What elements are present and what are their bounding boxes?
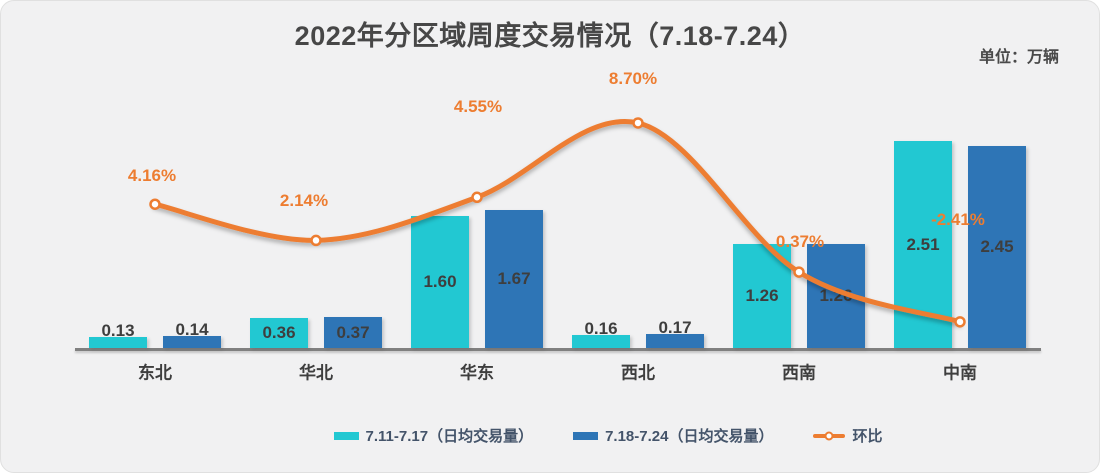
bar-series1-东北: [89, 337, 147, 348]
bar-series2-东北: [163, 336, 221, 348]
bar-value-label: 0.37: [336, 322, 370, 342]
chart-title: 2022年分区域周度交易情况（7.18-7.24）: [294, 21, 806, 51]
bar-value-label: 0.36: [262, 323, 296, 342]
legend-color-swatch-icon: [333, 431, 359, 440]
bar-series2-中南: [968, 146, 1026, 348]
bar-value-label: 0.17: [658, 318, 692, 337]
bar-value-label: 0.13: [101, 321, 135, 340]
x-axis-category-label: 华东: [460, 363, 494, 383]
line-point-label: 0.37%: [775, 232, 825, 252]
line-point-label: 4.55%: [453, 97, 503, 117]
line-point-label: 2.14%: [279, 191, 329, 211]
legend-item-line: 环比: [813, 425, 882, 446]
legend-line-marker-icon: [813, 431, 846, 440]
legend-item-series2: 7.18-7.24（日均交易量）: [573, 425, 773, 446]
bar-value-label: 1.26: [819, 286, 853, 305]
line-point-label: 4.16%: [127, 166, 177, 186]
bar-series1-西北: [572, 335, 630, 348]
x-axis-category-label: 西南: [782, 363, 816, 383]
bar-value-label: 2.45: [980, 237, 1014, 256]
bar-value-label: 2.51: [906, 234, 940, 254]
x-axis-category-label: 东北: [138, 363, 172, 383]
x-axis-category-label: 华北: [299, 363, 333, 383]
line-marker: [149, 198, 161, 210]
line-point-label: 8.70%: [608, 68, 658, 88]
legend-line-dot-icon: [824, 431, 834, 440]
line-point-label: -2.41%: [931, 209, 985, 229]
legend-item-series1: 7.11-7.17（日均交易量）: [333, 425, 534, 446]
bar-value-label: 0.14: [175, 320, 209, 339]
line-marker: [310, 234, 322, 247]
line-marker: [632, 117, 644, 129]
line-marker: [954, 316, 966, 328]
legend-label: 环比: [852, 428, 883, 445]
x-axis-line: [75, 348, 1041, 351]
line-marker: [471, 191, 483, 204]
legend: 7.11-7.17（日均交易量） 7.18-7.24（日均交易量） 环比: [1, 425, 1099, 446]
legend-label: 7.11-7.17（日均交易量）: [365, 428, 534, 445]
line-marker: [793, 266, 805, 278]
x-axis-category-label: 中南: [943, 363, 977, 383]
bar-value-label: 1.67: [497, 269, 531, 288]
bar-series2-西北: [646, 334, 704, 348]
bar-value-label: 1.60: [423, 272, 457, 291]
legend-label: 7.18-7.24（日均交易量）: [605, 428, 774, 445]
unit-label: 单位：万辆: [978, 49, 1059, 66]
bar-value-label: 0.16: [584, 319, 618, 338]
bar-value-label: 1.26: [745, 286, 779, 305]
legend-color-swatch-icon: [573, 431, 599, 440]
x-axis-category-label: 西北: [621, 363, 655, 383]
